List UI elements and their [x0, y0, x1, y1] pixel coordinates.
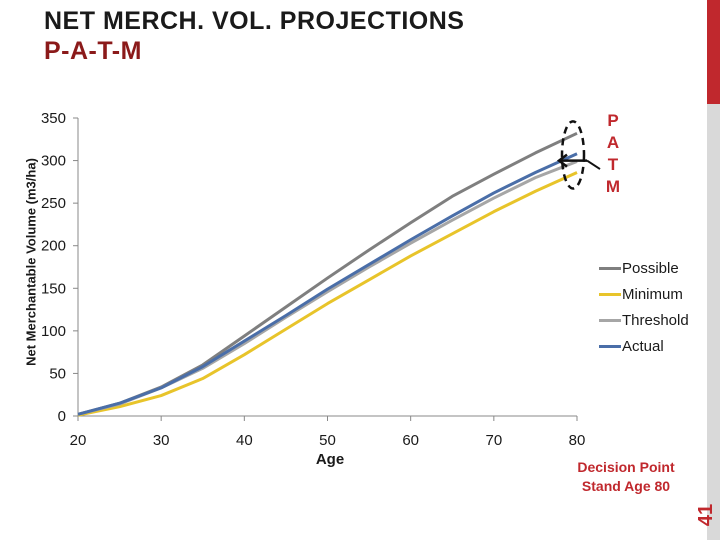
- legend-item-threshold: Threshold: [599, 307, 689, 333]
- title-line-2: P-A-T-M: [44, 37, 142, 65]
- patm-letter-p: P: [607, 111, 619, 130]
- legend-swatch: [599, 318, 621, 322]
- legend-item-actual: Actual: [599, 333, 689, 359]
- x-tick-label: 80: [569, 432, 586, 449]
- patm-letter-a: A: [606, 133, 620, 152]
- x-tick-label: 40: [236, 432, 253, 449]
- y-tick-label: 200: [41, 238, 66, 255]
- patm-letter-m: M: [605, 177, 621, 196]
- x-tick-label: 30: [153, 432, 170, 449]
- legend-label: Actual: [622, 337, 664, 355]
- y-tick-label: 100: [41, 323, 66, 340]
- x-tick-label: 50: [319, 432, 336, 449]
- series-line-actual: [77, 152, 578, 416]
- legend-item-minimum: Minimum: [599, 281, 689, 307]
- decision-line-2: Stand Age 80: [581, 478, 671, 494]
- decision-note: Decision Point Stand Age 80: [546, 458, 706, 496]
- x-axis-label: Age: [315, 451, 345, 468]
- side-bar: [707, 104, 720, 540]
- accent-bar: [707, 0, 720, 104]
- y-tick-label: 250: [41, 195, 66, 212]
- slide-title: NET MERCH. VOL. PROJECTIONS P-A-T-M: [44, 6, 464, 66]
- patm-annotation: P A T M: [602, 110, 624, 198]
- y-tick-label: 0: [58, 408, 66, 425]
- y-tick-label: 150: [41, 280, 66, 297]
- legend-swatch: [599, 344, 621, 348]
- x-tick-label: 70: [485, 432, 502, 449]
- series-line-minimum: [77, 171, 578, 417]
- callout-line: [586, 159, 601, 170]
- legend-label: Minimum: [622, 285, 683, 303]
- legend-swatch: [599, 292, 621, 296]
- y-tick-label: 300: [41, 153, 66, 170]
- decision-line-1: Decision Point: [577, 459, 675, 475]
- legend-label: Threshold: [622, 311, 689, 329]
- title-line-1: NET MERCH. VOL. PROJECTIONS: [44, 7, 465, 35]
- pointer-arrowhead: [556, 153, 568, 168]
- patm-letter-t: T: [607, 155, 619, 174]
- series-line-possible: [77, 131, 578, 416]
- chart-legend: Possible Minimum Threshold Actual: [599, 255, 689, 359]
- legend-swatch: [599, 266, 621, 270]
- x-tick-label: 60: [402, 432, 419, 449]
- y-tick-label: 350: [41, 110, 66, 127]
- slide-number: 41: [695, 503, 717, 527]
- x-tick-label: 20: [70, 432, 87, 449]
- decision-point-ellipse: [560, 120, 586, 190]
- legend-item-possible: Possible: [599, 255, 689, 281]
- legend-label: Possible: [622, 259, 679, 277]
- y-tick-label: 50: [49, 365, 66, 382]
